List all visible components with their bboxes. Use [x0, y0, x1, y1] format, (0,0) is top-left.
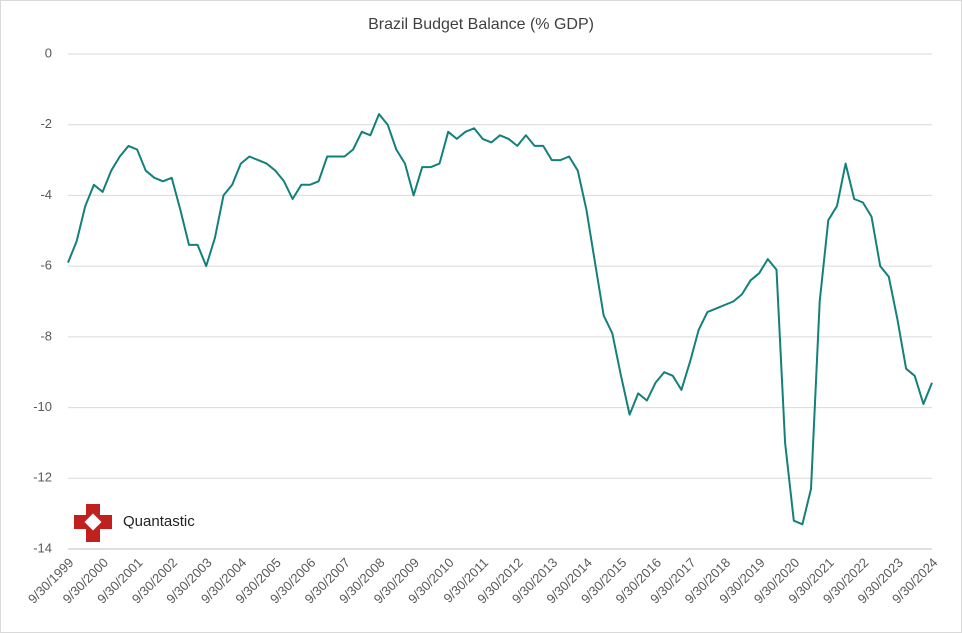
- y-tick-label: -6: [40, 258, 52, 273]
- y-tick-label: -8: [40, 328, 52, 343]
- y-tick-label: -12: [33, 470, 52, 485]
- y-tick-label: -2: [40, 116, 52, 131]
- y-tick-label: -10: [33, 399, 52, 414]
- y-tick-label: 0: [45, 45, 52, 60]
- chart-title: Brazil Budget Balance (% GDP): [368, 16, 594, 33]
- line: [67, 113, 933, 526]
- y-tick-label: -4: [40, 187, 52, 202]
- logo-diamond: [84, 513, 102, 531]
- y-tick-label: -14: [33, 540, 52, 555]
- brand: Quantastic: [123, 513, 195, 530]
- logo: [74, 504, 112, 542]
